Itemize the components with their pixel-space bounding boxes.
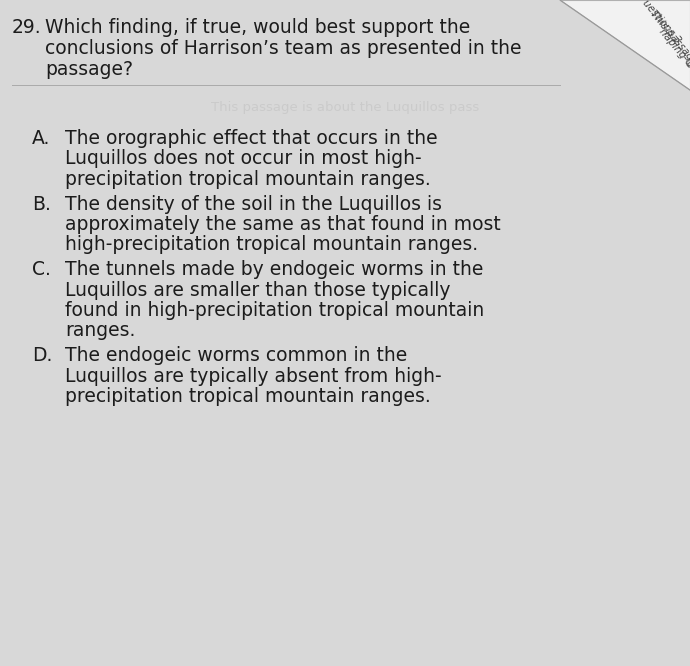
Text: ©co: ©co [681, 58, 690, 82]
Text: haping Our L: haping Our L [657, 26, 690, 84]
Text: D.: D. [32, 346, 52, 365]
Text: Which finding, if true, would best support the: Which finding, if true, would best suppo… [45, 18, 471, 37]
Text: B.: B. [32, 194, 51, 214]
Text: precipitation tropical mountain ranges.: precipitation tropical mountain ranges. [65, 387, 431, 406]
Text: high-precipitation tropical mountain ranges.: high-precipitation tropical mountain ran… [65, 236, 478, 254]
Text: ranges.: ranges. [65, 322, 135, 340]
Polygon shape [560, 0, 690, 90]
Text: Luquillos are typically absent from high-: Luquillos are typically absent from high… [65, 366, 442, 386]
Text: A.: A. [32, 129, 50, 148]
Text: uestions 3: uestions 3 [641, 0, 683, 46]
Text: Luquillos are smaller than those typically: Luquillos are smaller than those typical… [65, 280, 451, 300]
Text: 29.: 29. [12, 18, 41, 37]
Polygon shape [560, 0, 690, 90]
Text: The density of the soil in the Luquillos is: The density of the soil in the Luquillos… [65, 194, 442, 214]
Text: C.: C. [32, 260, 51, 279]
Text: The orographic effect that occurs in the: The orographic effect that occurs in the [65, 129, 437, 148]
Text: This passage: This passage [649, 9, 690, 67]
Text: This passage is about the Luquillos pass: This passage is about the Luquillos pass [211, 101, 479, 114]
Text: passage?: passage? [45, 60, 133, 79]
Text: conclusions of Harrison’s team as presented in the: conclusions of Harrison’s team as presen… [45, 39, 522, 58]
Text: The tunnels made by endogeic worms in the: The tunnels made by endogeic worms in th… [65, 260, 484, 279]
Text: Luquillos does not occur in most high-: Luquillos does not occur in most high- [65, 149, 422, 168]
Text: approximately the same as that found in most: approximately the same as that found in … [65, 215, 501, 234]
Text: found in high-precipitation tropical mountain: found in high-precipitation tropical mou… [65, 301, 484, 320]
Text: The endogeic worms common in the: The endogeic worms common in the [65, 346, 407, 365]
Text: precipitation tropical mountain ranges.: precipitation tropical mountain ranges. [65, 170, 431, 189]
